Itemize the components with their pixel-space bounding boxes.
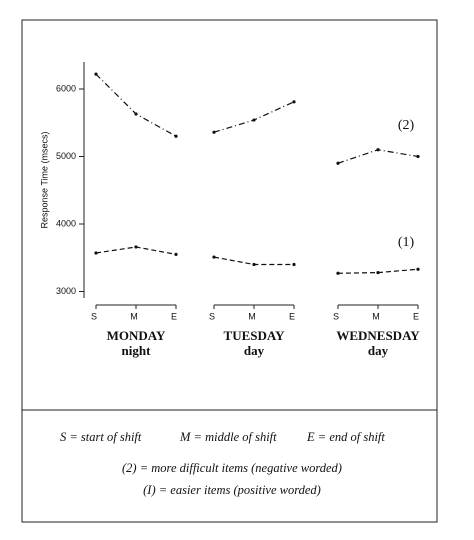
data-point <box>336 161 340 165</box>
x-tick-label: M <box>248 311 256 321</box>
note-end: E = end of shift <box>306 430 385 444</box>
data-point <box>336 271 340 275</box>
data-point <box>94 72 98 76</box>
x-tick-label: S <box>91 311 97 321</box>
group-sublabel: night <box>122 343 152 358</box>
x-tick-label: E <box>171 311 177 321</box>
series-line <box>213 101 295 133</box>
series-annotation: (1) <box>398 235 415 250</box>
x-tick-label: M <box>372 311 380 321</box>
data-point <box>174 252 178 256</box>
x-tick-label: E <box>413 311 419 321</box>
data-point <box>376 148 380 152</box>
x-tick-label: M <box>130 311 138 321</box>
series-annotation: (2) <box>398 118 415 133</box>
y-tick-label: 3000 <box>56 286 76 296</box>
group-sublabel: day <box>244 343 265 358</box>
data-point <box>212 255 216 259</box>
data-point <box>416 267 420 271</box>
group-label: WEDNESDAY <box>336 328 420 343</box>
y-axis-label: Response Time (msecs) <box>39 131 49 228</box>
x-tick-label: S <box>209 311 215 321</box>
series-line <box>95 73 177 137</box>
data-point <box>252 262 256 267</box>
group-label: TUESDAY <box>224 328 286 343</box>
note-middle: M = middle of shift <box>179 430 277 444</box>
note-difficult: (2) = more difficult items (negative wor… <box>122 461 342 475</box>
data-point <box>416 154 420 159</box>
group-sublabel: day <box>368 343 389 358</box>
y-tick-label: 4000 <box>56 218 76 228</box>
series-line <box>337 149 419 164</box>
y-tick-label: 5000 <box>56 151 76 161</box>
group-label: MONDAY <box>107 328 166 343</box>
data-point <box>376 271 380 275</box>
note-start: S = start of shift <box>60 430 142 444</box>
data-point <box>134 245 138 249</box>
data-point <box>292 100 296 104</box>
data-point <box>292 262 296 267</box>
y-tick-label: 6000 <box>56 83 76 93</box>
frame <box>21 19 438 523</box>
note-easier: (I) = easier items (positive worded) <box>143 483 321 497</box>
data-point <box>174 134 178 138</box>
data-point <box>212 130 216 134</box>
data-point <box>134 112 138 116</box>
data-point <box>252 118 256 122</box>
x-tick-label: E <box>289 311 295 321</box>
x-tick-label: S <box>333 311 339 321</box>
data-point <box>94 251 98 255</box>
